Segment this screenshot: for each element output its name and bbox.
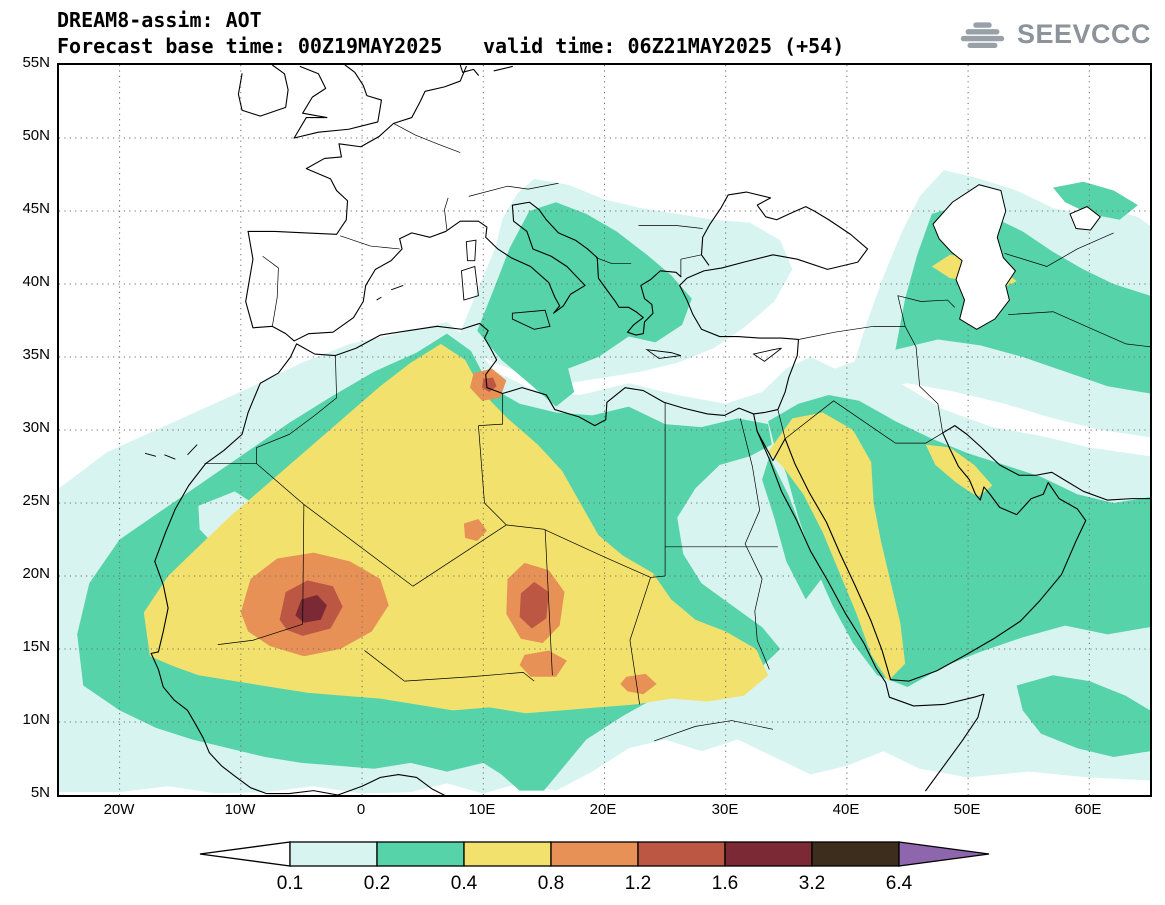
colorbar-seg-3.2-6.4 xyxy=(811,841,900,867)
colorbar-label: 0.4 xyxy=(451,873,478,894)
lat-tick: 10N xyxy=(22,711,50,728)
borders-africa xyxy=(204,356,777,741)
lon-tick: 60E xyxy=(1074,801,1102,818)
lat-tick: 5N xyxy=(30,784,50,801)
island-sicily xyxy=(512,310,550,329)
logo-text: SEEVCCC xyxy=(1016,18,1151,49)
coastline-sinai xyxy=(754,414,786,461)
colorbar: 0.1 0.2 0.4 0.8 1.2 1.6 3.2 6.4 xyxy=(199,841,990,894)
colorbar-seg-1.2-1.6 xyxy=(637,841,726,867)
lat-tick: 20N xyxy=(22,565,50,582)
lon-tick: 40E xyxy=(832,801,860,818)
lat-tick: 50N xyxy=(22,127,50,144)
lon-tick: 30E xyxy=(711,801,739,818)
coastline-ireland xyxy=(238,65,288,116)
coastline-britain-east xyxy=(294,65,381,138)
lon-tick: 10W xyxy=(224,801,256,818)
seevccc-logo: SEEVCCC xyxy=(954,14,1151,54)
map-frame xyxy=(57,63,1152,797)
colorbar-seg-0.8-1.2 xyxy=(550,841,639,867)
borders-europe xyxy=(263,123,703,326)
lat-tick: 15N xyxy=(22,638,50,655)
aot-map xyxy=(59,65,1150,795)
nile-river xyxy=(740,418,769,669)
borders-mideast xyxy=(778,233,1150,443)
aot-region-02-redsea-coast xyxy=(762,456,822,600)
colorbar-label: 0.1 xyxy=(277,873,303,894)
aot-region-02-arabian-sea xyxy=(1016,675,1150,758)
forecast-base-time: Forecast base time: 00Z19MAY2025 xyxy=(57,34,443,58)
coastline-wafrica xyxy=(151,561,447,795)
aot-region-02-ne-corner xyxy=(1053,181,1138,220)
coastline-iberia-italy-greece xyxy=(246,202,681,341)
coastline-denmark xyxy=(460,65,512,75)
colorbar-over-arrow xyxy=(898,841,990,867)
lat-tick: 45N xyxy=(22,200,50,217)
lat-tick: 55N xyxy=(22,54,50,71)
colorbar-label: 1.6 xyxy=(712,873,738,894)
aot-region-08-algeria-spot xyxy=(463,519,487,541)
colorbar-seg-0.1-0.2 xyxy=(289,841,378,867)
caspian-sea xyxy=(933,185,1015,330)
map-lines xyxy=(145,65,1150,795)
island-corsica xyxy=(466,240,476,260)
lat-tick: 35N xyxy=(22,346,50,363)
coastline-france-atlantic xyxy=(248,66,466,234)
aot-region-12-tunisia xyxy=(482,377,497,393)
island-sardinia xyxy=(461,266,478,300)
colorbar-seg-0.4-0.8 xyxy=(463,841,552,867)
aot-region-16-mali xyxy=(295,594,327,623)
island-cyprus xyxy=(754,348,782,361)
colorbar-seg-0.2-0.4 xyxy=(376,841,465,867)
lat-tick: 30N xyxy=(22,419,50,436)
colorbar-seg-1.6-3.2 xyxy=(724,841,813,867)
gridlines xyxy=(59,65,1150,795)
colorbar-label: 0.2 xyxy=(364,873,390,894)
aot-region-08-sudan xyxy=(519,650,567,677)
cloud-icon xyxy=(960,22,1005,48)
lon-tick: 0 xyxy=(356,801,366,818)
colorbar-label: 6.4 xyxy=(886,873,913,894)
aot-region-02-balkans xyxy=(477,202,692,407)
aot-region-04-gulf xyxy=(925,444,993,498)
lat-tick: 40N xyxy=(22,273,50,290)
lon-tick: 50E xyxy=(953,801,981,818)
colorbar-label: 3.2 xyxy=(799,873,825,894)
lon-tick: 10E xyxy=(468,801,496,818)
aral-sea xyxy=(1070,207,1100,230)
lat-tick: 25N xyxy=(22,492,50,509)
colorbar-label: 1.2 xyxy=(625,873,651,894)
islands-balearic-canary xyxy=(145,285,403,459)
colorbar-under-arrow xyxy=(199,841,291,867)
aot-region-08-east-spot xyxy=(620,673,657,695)
coastline-britain-west xyxy=(294,66,327,138)
coastline-redsea-west-horn xyxy=(757,431,984,790)
coastline-nafrica-med-blacksea xyxy=(155,192,868,561)
colorbar-label: 0.8 xyxy=(538,873,564,894)
coastline-arabia-gulf xyxy=(785,426,1150,682)
chart-title: DREAM8-assim: AOT xyxy=(57,8,262,32)
lon-tick: 20W xyxy=(103,801,135,818)
valid-time: valid time: 06Z21MAY2025 (+54) xyxy=(483,34,845,58)
aot-region-12-chad xyxy=(519,581,549,629)
island-crete xyxy=(647,350,681,359)
lon-tick: 20E xyxy=(589,801,617,818)
